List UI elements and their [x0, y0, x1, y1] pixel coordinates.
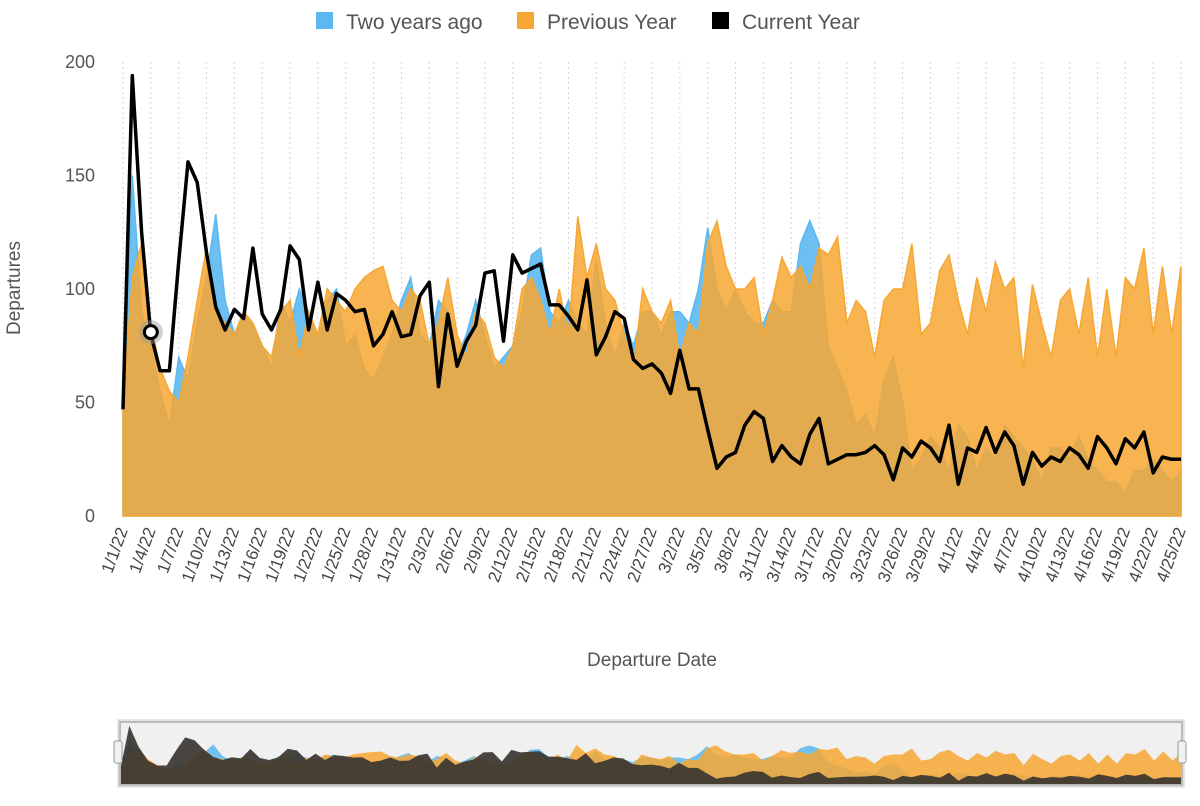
navigator-left-handle[interactable]	[113, 740, 123, 764]
y-tick-label: 0	[85, 506, 95, 526]
range-navigator[interactable]	[113, 719, 1187, 788]
legend-swatch	[316, 12, 333, 29]
legend-item-1[interactable]: Previous Year	[517, 11, 677, 34]
legend-label: Two years ago	[346, 11, 483, 34]
y-axis-ticks: 0 50 100 150 200	[65, 52, 95, 526]
legend-swatch	[712, 12, 729, 29]
legend-item-2[interactable]: Current Year	[712, 11, 860, 34]
y-tick-label: 200	[65, 52, 95, 72]
y-tick-label: 100	[65, 279, 95, 299]
y-tick-label: 150	[65, 166, 95, 186]
x-axis-title: Departure Date	[587, 650, 717, 671]
legend: Two years ago Previous Year Current Year	[316, 11, 860, 34]
hover-point-marker[interactable]	[142, 324, 159, 341]
series-areas	[121, 73, 1182, 517]
navigator-right-handle[interactable]	[1177, 740, 1187, 764]
x-axis-ticks: 1/1/221/4/221/7/221/10/221/13/221/16/221…	[98, 525, 1190, 585]
legend-item-0[interactable]: Two years ago	[316, 11, 483, 34]
y-axis-title: Departures	[4, 241, 25, 335]
legend-label: Previous Year	[547, 11, 677, 34]
legend-swatch	[517, 12, 534, 29]
series-line-current-year	[121, 73, 1181, 486]
y-tick-label: 50	[75, 393, 95, 413]
navigator-series-2	[120, 725, 1182, 785]
legend-label: Current Year	[742, 11, 860, 34]
